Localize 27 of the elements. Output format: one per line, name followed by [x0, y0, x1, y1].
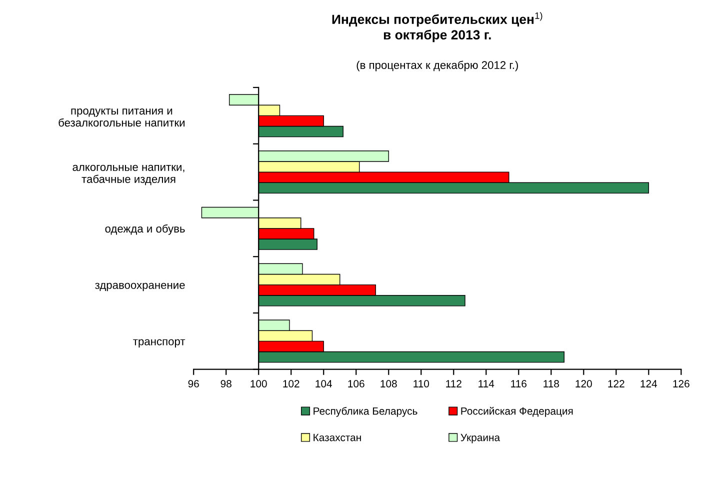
y-tick-label: продукты питания и безалкогольные напитки — [58, 108, 184, 127]
y-tick-label: одежда и обувь — [105, 224, 185, 235]
x-tick-label: 106 — [348, 380, 364, 388]
x-tick-label: 110 — [414, 380, 430, 388]
x-tick-label: 126 — [673, 380, 690, 388]
x-tick-label: 98 — [220, 380, 232, 388]
x-tick-label: 102 — [283, 380, 300, 388]
legend-label: Российская Федерация — [461, 406, 573, 417]
chart-title: Индексы потребительских цен$^{1)}$ в октябре 2013 г. — [332, 12, 542, 42]
legend-label: Казахстан — [314, 434, 361, 442]
y-tick-label: здравоохранение — [95, 282, 185, 292]
x-tick-label: 108 — [380, 380, 397, 388]
x-tick-label: 114 — [478, 380, 494, 388]
x-tick-label: 112 — [446, 380, 462, 388]
y-tick-label: алкогольные напитки, табачные изделия — [72, 164, 184, 186]
x-tick-label: 104 — [316, 380, 332, 388]
chart-subtitle: (в процентах к декабрю 2012 г.) — [356, 60, 518, 72]
x-tick-label: 100 — [250, 380, 267, 388]
y-tick-label: транспорт — [133, 339, 186, 348]
x-tick-label: 122 — [608, 380, 624, 388]
x-tick-label: 118 — [544, 380, 559, 388]
x-tick-label: 116 — [511, 380, 526, 388]
x-tick-label: 120 — [576, 380, 592, 388]
legend-label: Украина — [460, 434, 500, 444]
x-tick-label: 124 — [640, 380, 658, 388]
x-tick-label: 96 — [188, 380, 199, 388]
legend-label: Республика Беларусь — [314, 407, 418, 417]
